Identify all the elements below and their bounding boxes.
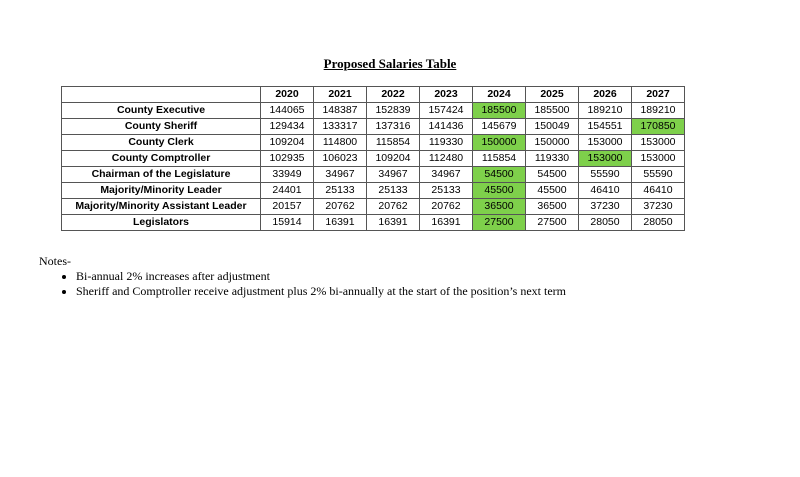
year-header: 2026 bbox=[578, 86, 632, 103]
salary-cell: 16391 bbox=[366, 214, 420, 231]
notes-heading: Notes- bbox=[39, 254, 71, 268]
salary-cell: 129434 bbox=[260, 118, 314, 135]
table-row: County Executive 144065 148387 152839 157424… bbox=[61, 102, 685, 119]
salary-cell: 154551 bbox=[578, 118, 632, 135]
salary-cell: 150049 bbox=[525, 118, 579, 135]
salary-cell: 109204 bbox=[366, 150, 420, 167]
salary-cell: 148387 bbox=[313, 102, 367, 119]
table-row: County Sheriff 129434 133317 137316 141436 14… bbox=[61, 118, 685, 135]
salary-cell: 115854 bbox=[366, 134, 420, 151]
year-header: 2027 bbox=[631, 86, 685, 103]
salary-cell: 20762 bbox=[313, 198, 367, 215]
table-row: Chairman of the Legislature 33949 34967 349… bbox=[61, 166, 685, 183]
salary-cell: 185500 bbox=[525, 102, 579, 119]
salary-cell: 153000 bbox=[631, 134, 685, 151]
salary-cell: 37230 bbox=[578, 198, 632, 215]
salary-cell: 25133 bbox=[419, 182, 473, 199]
salary-cell: 137316 bbox=[366, 118, 420, 135]
year-header: 2020 bbox=[260, 86, 314, 103]
salary-cell: 28050 bbox=[578, 214, 632, 231]
table-row: Majority/Minority Leader 24401 25133 25133 2… bbox=[61, 182, 685, 199]
table-row: Legislators 15914 16391 16391 16391 27500 2750… bbox=[61, 214, 685, 231]
year-header: 2025 bbox=[525, 86, 579, 103]
salary-cell: 189210 bbox=[578, 102, 632, 119]
salary-cell: 33949 bbox=[260, 166, 314, 183]
notes: Notes- Bi-annual 2% increases after adju… bbox=[39, 254, 566, 299]
table-row: County Clerk 109204 114800 115854 119330 1500… bbox=[61, 134, 685, 151]
salary-cell: 20762 bbox=[419, 198, 473, 215]
salary-cell: 115854 bbox=[472, 150, 526, 167]
salary-cell: 153000 bbox=[578, 134, 632, 151]
salary-cell: 36500 bbox=[525, 198, 579, 215]
page-title: Proposed Salaries Table bbox=[323, 56, 457, 71]
salary-cell: 20157 bbox=[260, 198, 314, 215]
notes-list: Bi-annual 2% increases after adjustment … bbox=[39, 269, 566, 299]
salary-cell: 25133 bbox=[313, 182, 367, 199]
salary-cell: 152839 bbox=[366, 102, 420, 119]
table-row: Majority/Minority Assistant Leader 20157 2… bbox=[61, 198, 685, 215]
year-header: 2024 bbox=[472, 86, 526, 103]
salary-cell: 153000 bbox=[631, 150, 685, 167]
corner-cell bbox=[61, 86, 261, 103]
table-row: County Comptroller 102935 106023 109204 1124… bbox=[61, 150, 685, 167]
salary-cell: 106023 bbox=[313, 150, 367, 167]
note-item: Sheriff and Comptroller receive adjustme… bbox=[76, 284, 566, 299]
salary-cell: 16391 bbox=[419, 214, 473, 231]
salary-cell: 34967 bbox=[419, 166, 473, 183]
salary-cell: 55590 bbox=[578, 166, 632, 183]
salary-cell: 20762 bbox=[366, 198, 420, 215]
row-label: County Sheriff bbox=[61, 118, 261, 135]
row-label: County Clerk bbox=[61, 134, 261, 151]
salary-cell: 28050 bbox=[631, 214, 685, 231]
salary-cell: 27500 bbox=[472, 214, 526, 231]
year-header: 2023 bbox=[419, 86, 473, 103]
salary-cell: 109204 bbox=[260, 134, 314, 151]
salary-cell: 153000 bbox=[578, 150, 632, 167]
salary-cell: 34967 bbox=[313, 166, 367, 183]
salary-cell: 24401 bbox=[260, 182, 314, 199]
salary-cell: 145679 bbox=[472, 118, 526, 135]
salary-cell: 114800 bbox=[313, 134, 367, 151]
salary-cell: 150000 bbox=[472, 134, 526, 151]
salary-cell: 15914 bbox=[260, 214, 314, 231]
salary-cell: 16391 bbox=[313, 214, 367, 231]
salary-cell: 55590 bbox=[631, 166, 685, 183]
salary-cell: 54500 bbox=[525, 166, 579, 183]
salary-cell: 150000 bbox=[525, 134, 579, 151]
row-label: County Comptroller bbox=[61, 150, 261, 167]
salary-cell: 133317 bbox=[313, 118, 367, 135]
salary-cell: 25133 bbox=[366, 182, 420, 199]
salary-cell: 170850 bbox=[631, 118, 685, 135]
row-label: Majority/Minority Assistant Leader bbox=[61, 198, 261, 215]
row-label: County Executive bbox=[61, 102, 261, 119]
salary-cell: 144065 bbox=[260, 102, 314, 119]
salary-cell: 34967 bbox=[366, 166, 420, 183]
note-item: Bi-annual 2% increases after adjustment bbox=[76, 269, 566, 284]
salary-cell: 36500 bbox=[472, 198, 526, 215]
row-label: Majority/Minority Leader bbox=[61, 182, 261, 199]
salaries-table: 2020 2021 2022 2023 2024 2025 2026 2027 … bbox=[61, 86, 685, 231]
salary-cell: 112480 bbox=[419, 150, 473, 167]
salary-cell: 141436 bbox=[419, 118, 473, 135]
salary-cell: 185500 bbox=[472, 102, 526, 119]
salary-cell: 45500 bbox=[525, 182, 579, 199]
salary-cell: 46410 bbox=[578, 182, 632, 199]
salary-cell: 37230 bbox=[631, 198, 685, 215]
salary-cell: 102935 bbox=[260, 150, 314, 167]
salary-cell: 189210 bbox=[631, 102, 685, 119]
salary-cell: 119330 bbox=[525, 150, 579, 167]
salary-cell: 46410 bbox=[631, 182, 685, 199]
salary-cell: 45500 bbox=[472, 182, 526, 199]
header-row: 2020 2021 2022 2023 2024 2025 2026 2027 bbox=[61, 86, 685, 103]
salary-cell: 27500 bbox=[525, 214, 579, 231]
salary-cell: 157424 bbox=[419, 102, 473, 119]
year-header: 2022 bbox=[366, 86, 420, 103]
salary-cell: 119330 bbox=[419, 134, 473, 151]
year-header: 2021 bbox=[313, 86, 367, 103]
salary-cell: 54500 bbox=[472, 166, 526, 183]
row-label: Chairman of the Legislature bbox=[61, 166, 261, 183]
row-label: Legislators bbox=[61, 214, 261, 231]
